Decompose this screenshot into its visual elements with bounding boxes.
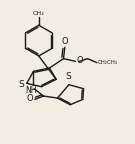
Text: CH₃: CH₃ bbox=[33, 11, 45, 16]
Text: S: S bbox=[65, 72, 71, 81]
Text: O: O bbox=[62, 37, 68, 46]
Text: CH₂CH₃: CH₂CH₃ bbox=[98, 60, 118, 65]
Text: O: O bbox=[27, 94, 33, 103]
Text: O: O bbox=[77, 56, 83, 65]
Text: S: S bbox=[18, 79, 24, 89]
Text: NH: NH bbox=[25, 86, 37, 95]
